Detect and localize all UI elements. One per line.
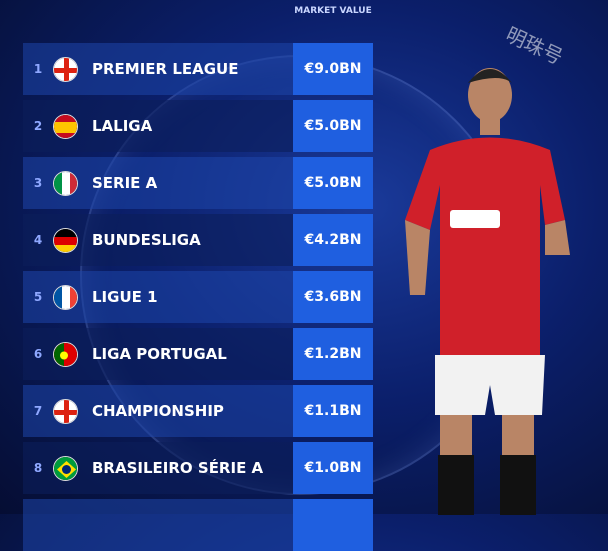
england-flag-icon xyxy=(53,56,78,82)
market-value: €3.6BN xyxy=(293,271,373,323)
league-name: LIGUE 1 xyxy=(92,288,158,306)
rank: 8 xyxy=(33,461,43,475)
league-name: CHAMPIONSHIP xyxy=(92,402,224,420)
spain-flag-icon xyxy=(53,113,78,139)
league-name: PREMIER LEAGUE xyxy=(92,60,239,78)
market-value: €4.2BN xyxy=(293,214,373,266)
market-value: €9.0BN xyxy=(293,43,373,95)
market-value-box xyxy=(293,499,373,551)
market-value: €1.0BN xyxy=(293,442,373,494)
england-flag-icon xyxy=(53,398,78,424)
table-row: 7 CHAMPIONSHIP €1.1BN xyxy=(23,385,373,437)
market-value: €1.2BN xyxy=(293,328,373,380)
league-name: BUNDESLIGA xyxy=(92,231,201,249)
market-value-header: MARKET VALUE xyxy=(294,6,372,16)
market-value: €5.0BN xyxy=(293,157,373,209)
france-flag-icon xyxy=(53,284,78,310)
rank: 1 xyxy=(33,62,43,76)
rank: 7 xyxy=(33,404,43,418)
table-row: 1 PREMIER LEAGUE €9.0BN xyxy=(23,43,373,95)
rank: 5 xyxy=(33,290,43,304)
player-image xyxy=(405,68,570,515)
germany-flag-icon xyxy=(53,227,78,253)
league-name: BRASILEIRO SÉRIE A xyxy=(92,459,264,477)
brazil-flag-icon xyxy=(53,455,78,481)
league-name: LALIGA xyxy=(92,117,153,135)
table-row: 4 BUNDESLIGA €4.2BN xyxy=(23,214,373,266)
rank: 2 xyxy=(33,119,43,133)
table-row: 5 LIGUE 1 €3.6BN xyxy=(23,271,373,323)
league-name: LIGA PORTUGAL xyxy=(92,345,227,363)
portugal-flag-icon xyxy=(53,341,78,367)
market-value: €5.0BN xyxy=(293,100,373,152)
rank: 6 xyxy=(33,347,43,361)
table-row-partial xyxy=(23,499,373,551)
table-row: 2 LALIGA €5.0BN xyxy=(23,100,373,152)
row-background xyxy=(23,499,293,551)
table-row: 8 BRASILEIRO SÉRIE A €1.0BN xyxy=(23,442,373,494)
rank: 4 xyxy=(33,233,43,247)
market-value: €1.1BN xyxy=(293,385,373,437)
table-row: 3 SERIE A €5.0BN xyxy=(23,157,373,209)
league-name: SERIE A xyxy=(92,174,158,192)
italy-flag-icon xyxy=(53,170,78,196)
rank: 3 xyxy=(33,176,43,190)
table-row: 6 LIGA PORTUGAL €1.2BN xyxy=(23,328,373,380)
